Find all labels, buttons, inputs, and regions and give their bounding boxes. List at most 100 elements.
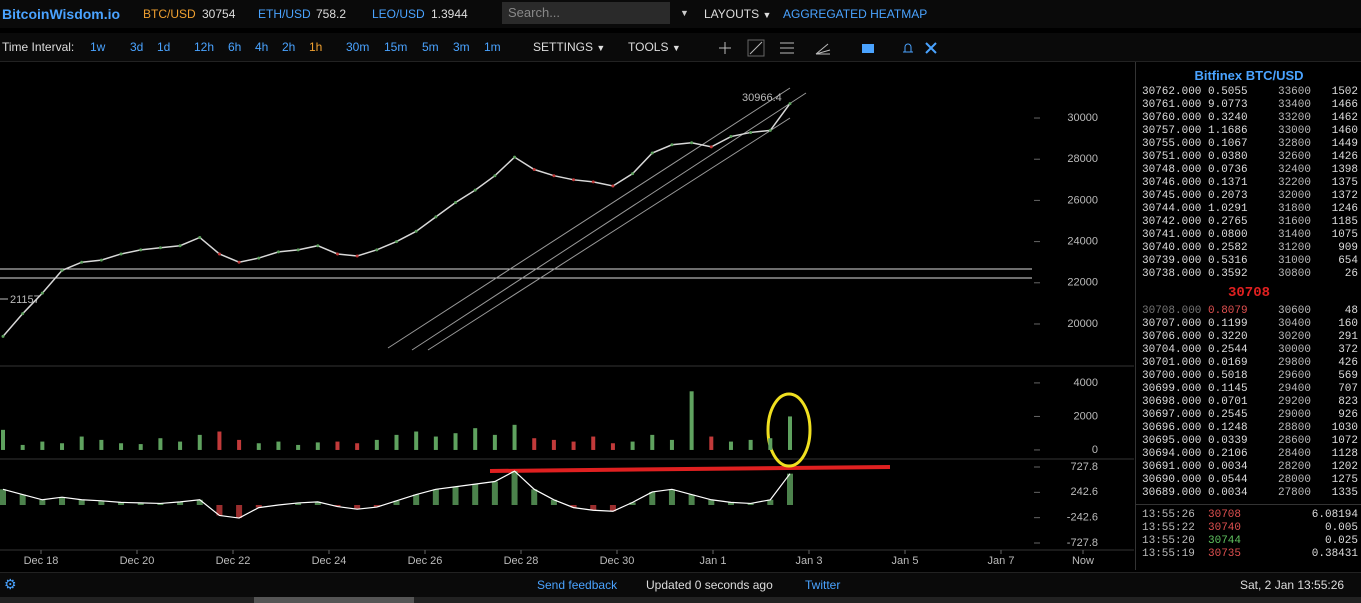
macd-bar	[78, 499, 85, 505]
brand[interactable]: BitcoinWisdom.io	[2, 6, 121, 22]
book-cell: 707	[1338, 383, 1358, 395]
interval-button[interactable]: 5m	[422, 40, 439, 54]
price-point	[217, 252, 221, 256]
user-drawn-circle	[766, 392, 812, 468]
price-point	[729, 135, 733, 139]
dropdown-arrow[interactable]: ▼	[680, 8, 689, 18]
book-row: 30755.000 0.1067 32800 1449	[1136, 138, 1361, 151]
macd-bar	[216, 505, 223, 516]
macd-bar	[531, 489, 538, 505]
book-cell: 30704.000	[1142, 344, 1202, 356]
interval-button[interactable]: 15m	[384, 40, 408, 54]
settings-icon[interactable]: ⚙	[4, 576, 17, 592]
interval-button[interactable]: 3m	[453, 40, 470, 54]
price-point	[768, 128, 772, 132]
ticker-pair[interactable]: LEO/USD	[372, 7, 425, 21]
interval-button[interactable]: 30m	[346, 40, 370, 54]
interval-button[interactable]: 4h	[255, 40, 269, 54]
y-tick-label: 242.6	[1070, 486, 1098, 498]
book-cell: 291	[1338, 331, 1358, 343]
book-cell: 0.005	[1324, 522, 1358, 534]
book-cell: 28600	[1277, 435, 1311, 447]
price-point	[276, 250, 280, 254]
interval-button[interactable]: 1h	[309, 40, 323, 54]
feedback-link[interactable]: Send feedback	[537, 578, 618, 592]
price-point	[40, 291, 44, 295]
settings-label[interactable]: SETTINGS	[533, 40, 594, 54]
book-cell: 30699.000	[1142, 383, 1202, 395]
book-row: 30704.000 0.2544 30000 372	[1136, 344, 1361, 357]
interval-button[interactable]: 1d	[157, 40, 171, 54]
price-point	[650, 151, 654, 155]
book-cell: 0.2582	[1208, 242, 1248, 254]
macd-bar	[688, 494, 695, 505]
book-cell: 1.0291	[1208, 203, 1248, 215]
volume-bar	[473, 428, 478, 450]
fib-tool[interactable]	[815, 43, 831, 55]
scrollbar[interactable]	[0, 597, 1361, 603]
search-box[interactable]: Search...	[502, 2, 670, 24]
hline-tool[interactable]	[780, 42, 794, 54]
interval-button[interactable]: 12h	[194, 40, 215, 54]
book-cell: 0.8079	[1208, 305, 1248, 317]
line-tool[interactable]	[747, 39, 765, 57]
twitter-link[interactable]: Twitter	[805, 578, 841, 592]
macd-bar	[118, 502, 125, 505]
y-tick-label: 727.8	[1070, 461, 1098, 473]
book-cell: 32000	[1277, 190, 1311, 202]
volume-bar	[453, 433, 458, 450]
y-tick-label: 26000	[1067, 194, 1098, 206]
crosshair-tool[interactable]	[719, 42, 731, 54]
tools-menu[interactable]: TOOLS ▼	[628, 40, 681, 54]
x-tick-label: Dec 30	[600, 555, 635, 567]
book-cell: 0.025	[1324, 535, 1358, 547]
volume-bar	[728, 441, 733, 450]
alert-tool[interactable]	[903, 43, 913, 53]
book-cell: 30746.000	[1142, 177, 1202, 189]
ticker-pair[interactable]: ETH/USD	[258, 7, 311, 21]
ticker-price: 30754	[202, 7, 236, 21]
macd-bar	[295, 502, 302, 505]
heatmap-link[interactable]: AGGREGATED HEATMAP	[783, 7, 928, 21]
x-tick-label: Jan 7	[988, 555, 1015, 567]
layouts-label[interactable]: LAYOUTS	[704, 7, 760, 21]
book-cell: 1466	[1331, 99, 1358, 111]
book-cell: 0.2106	[1208, 448, 1248, 460]
settings-menu[interactable]: SETTINGS ▼	[533, 40, 606, 54]
ticker-pair[interactable]: BTC/USD	[143, 7, 196, 21]
book-cell: 29200	[1277, 396, 1311, 408]
book-cell: 30000	[1277, 344, 1311, 356]
x-tick-label: Dec 26	[408, 555, 443, 567]
updated-status: Updated 0 seconds ago	[646, 578, 773, 592]
macd-bar	[550, 499, 557, 505]
price-point	[611, 184, 615, 188]
volume-bar	[276, 441, 281, 450]
fullscreen-tool[interactable]	[925, 42, 937, 54]
book-cell: 0.0169	[1208, 357, 1248, 369]
volume-bar	[60, 443, 65, 450]
book-cell: 1398	[1331, 164, 1358, 176]
macd-bar	[373, 505, 380, 508]
book-cell: 30696.000	[1142, 422, 1202, 434]
macd-bar	[314, 501, 321, 505]
book-cell: 0.2073	[1208, 190, 1248, 202]
clock: Sat, 2 Jan 13:55:26	[1240, 578, 1345, 592]
camera-tool[interactable]	[862, 44, 874, 53]
price-point	[749, 130, 753, 134]
x-tick-label: Dec 20	[120, 555, 155, 567]
interval-button[interactable]: 2h	[282, 40, 296, 54]
book-cell: 30707.000	[1142, 318, 1202, 330]
scroll-thumb[interactable]	[254, 597, 414, 603]
interval-button[interactable]: 3d	[130, 40, 144, 54]
book-cell: 0.2765	[1208, 216, 1248, 228]
price-point	[591, 180, 595, 184]
interval-button[interactable]: 1m	[484, 40, 501, 54]
x-tick-label: Now	[1072, 555, 1094, 567]
interval-button[interactable]: 1w	[90, 40, 106, 54]
interval-button[interactable]: 6h	[228, 40, 242, 54]
y-tick-label: 22000	[1067, 277, 1098, 289]
price-point	[355, 254, 359, 258]
tools-label[interactable]: TOOLS	[628, 40, 669, 54]
book-cell: 30697.000	[1142, 409, 1202, 421]
layouts-menu[interactable]: LAYOUTS ▼	[704, 7, 772, 21]
